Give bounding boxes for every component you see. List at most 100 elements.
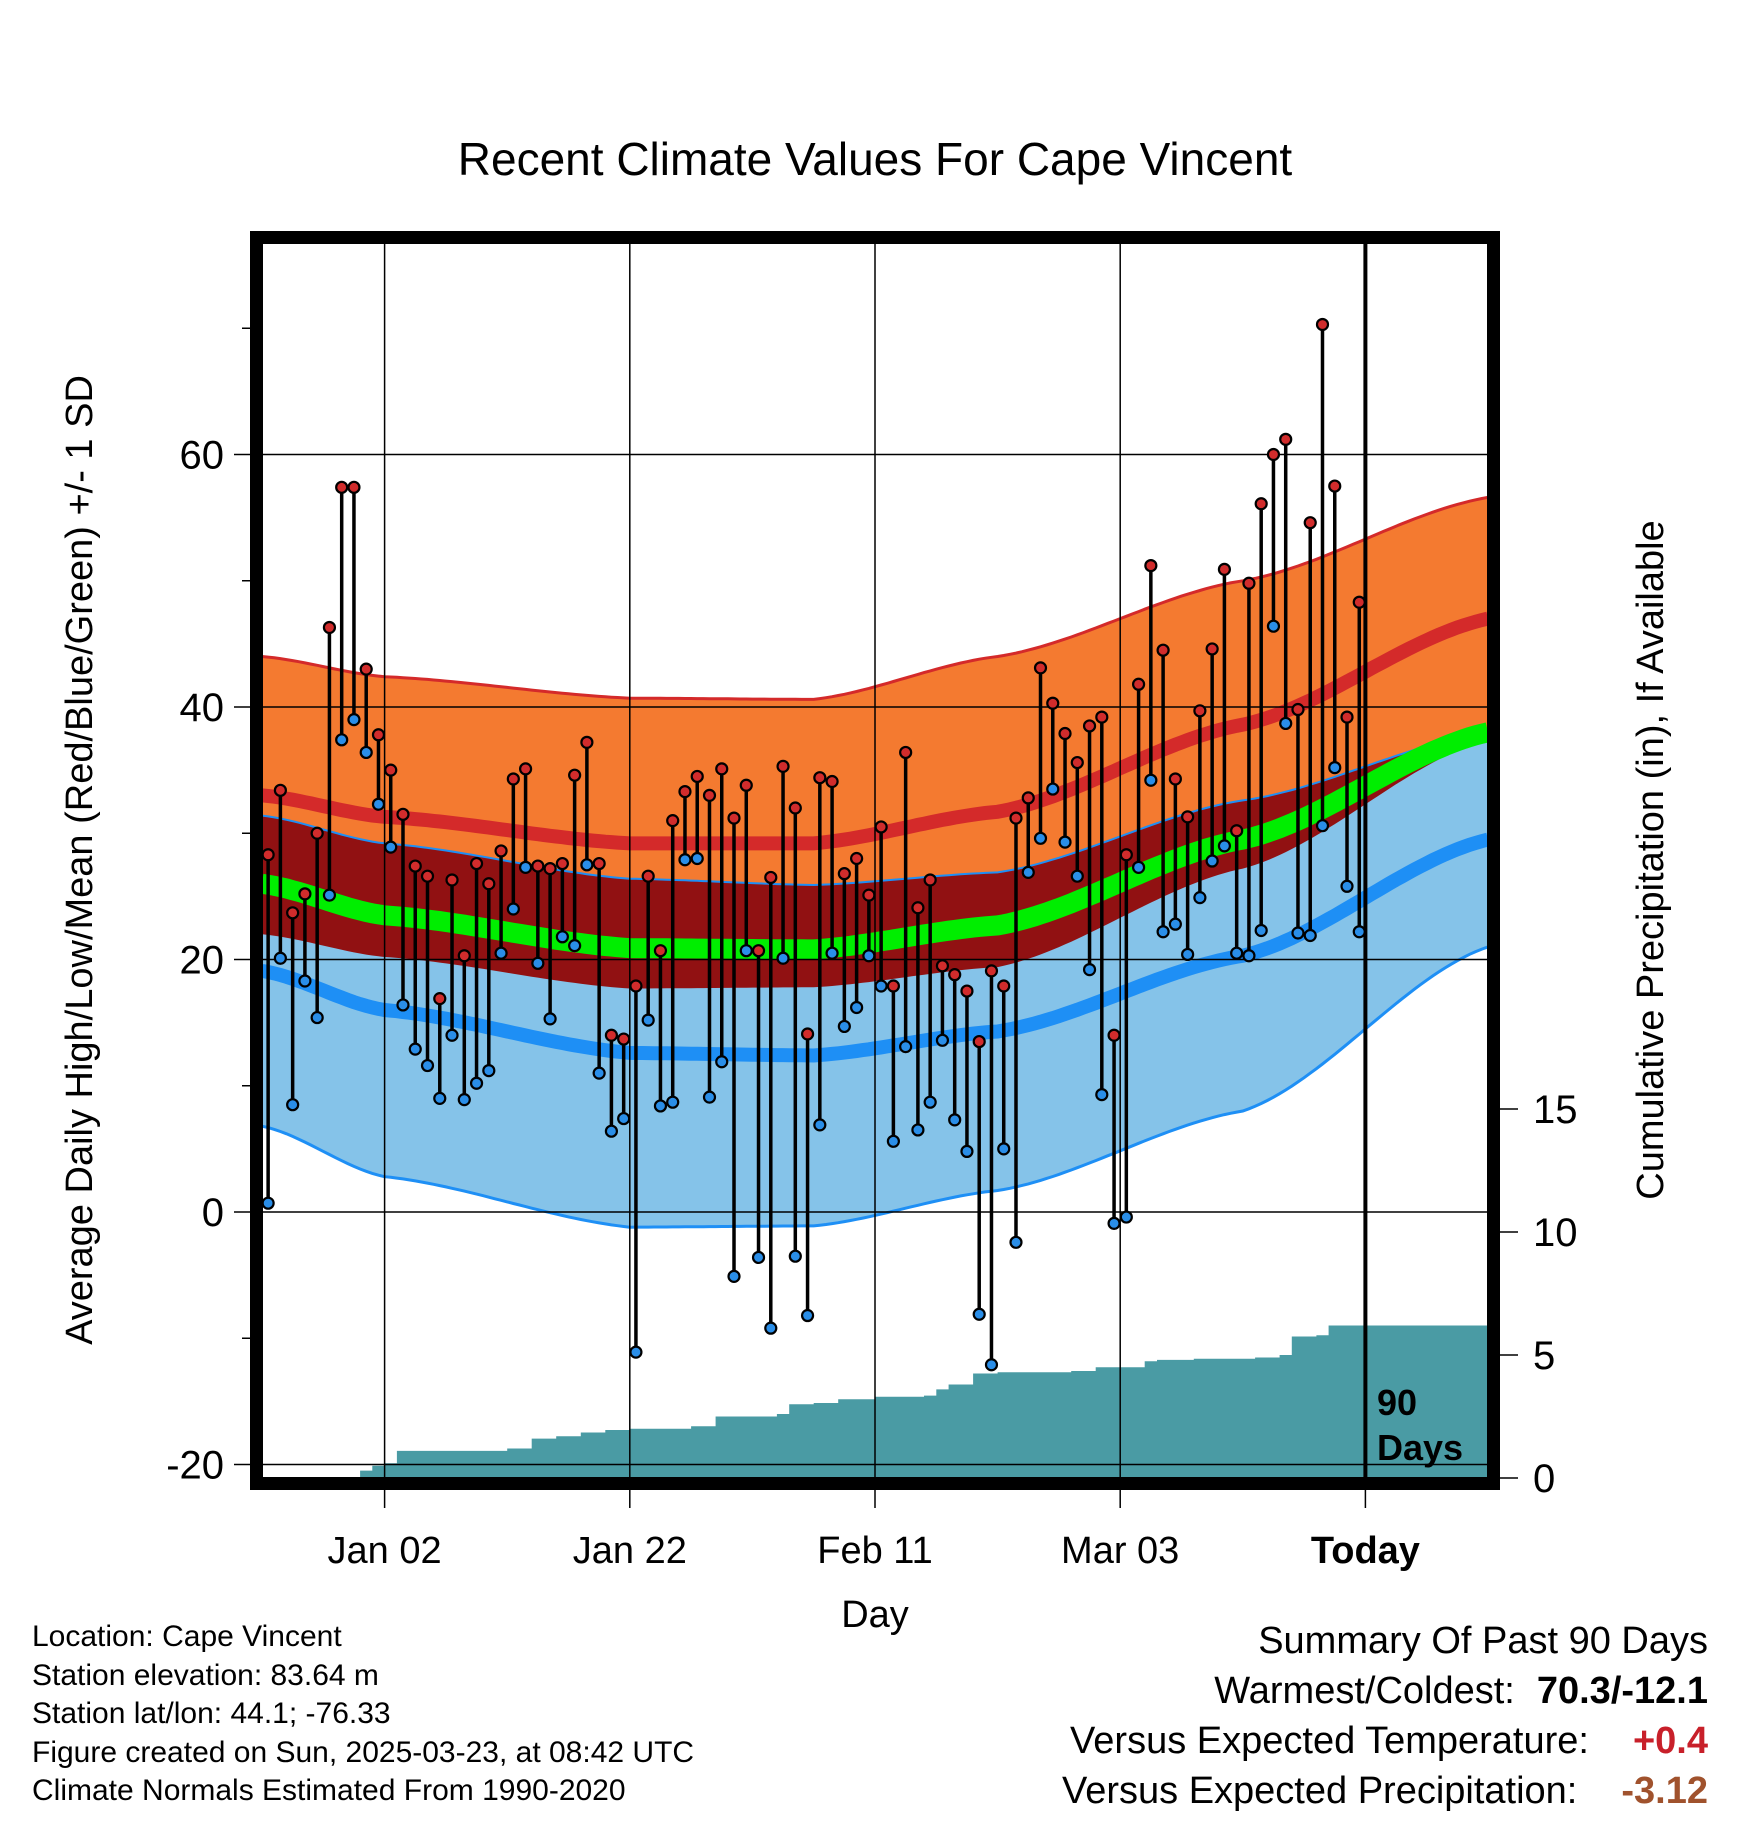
daily-low-point [923,1095,937,1109]
daily-low-point [874,979,888,993]
daily-high-point [531,859,545,873]
daily-high-point [1242,576,1256,590]
y-axis-label-left: Average Daily High/Low/Mean (Red/Blue/Gr… [59,375,101,1345]
precip-anomaly-label: Versus Expected Precipitation: [1061,1770,1578,1812]
daily-low-point [347,713,361,727]
daily-low-point [1082,962,1097,977]
daily-low-point [653,1099,668,1113]
daily-high-point [1217,562,1232,576]
daily-high-point [1230,824,1244,838]
daily-high-point [1168,772,1182,786]
daily-low-point [482,1063,496,1078]
chart-title: Recent Climate Values For Cape Vincent [458,133,1293,185]
daily-low-point [298,974,312,988]
daily-high-point [678,784,692,799]
daily-low-point [666,1095,680,1109]
daily-high-point [960,984,974,998]
daily-high-point [1156,643,1170,657]
daily-low-point [262,1196,275,1210]
daily-low-point [371,797,386,811]
daily-high-point [911,901,925,915]
daily-high-point [1107,1028,1121,1042]
daily-high-point [1095,710,1109,724]
daily-high-point [997,979,1011,993]
daily-low-point [825,946,839,960]
daily-low-point [555,930,569,944]
daily-high-point [751,944,766,958]
daily-high-point [1046,696,1060,710]
daily-low-point [715,1055,729,1069]
daily-high-point [518,762,533,776]
daily-high-point [433,992,447,1006]
daily-high-point [457,949,471,963]
y-tick-label-left: -20 [166,1444,224,1488]
daily-low-point [310,1010,324,1025]
precip-anomaly-value: -3.12 [1621,1770,1708,1812]
daily-high-point [641,869,655,883]
x-tick-label: Jan 22 [573,1530,687,1572]
daily-low-point [813,1118,827,1132]
daily-high-point [1021,791,1035,805]
daily-high-point [1033,661,1048,675]
daily-low-point [862,949,876,963]
daily-high-point [262,848,275,862]
daily-high-point [408,859,422,873]
temp-anomaly-label: Versus Expected Temperature: [1070,1720,1589,1762]
daily-low-point [469,1076,484,1090]
station-info: Location: Cape Vincent Station elevation… [32,1618,694,1811]
daily-high-point [800,1027,815,1041]
daily-low-point [335,733,349,747]
daily-low-point [433,1091,447,1105]
daily-low-point [592,1066,606,1080]
daily-high-point [1144,558,1158,573]
x-tick-label-today: Today [1311,1530,1420,1572]
daily-high-point [702,788,717,802]
daily-high-point [813,771,827,785]
daily-high-point [543,861,557,876]
daily-low-point [948,1113,962,1127]
daily-high-point [469,856,484,871]
daily-high-point [1315,317,1330,332]
daily-low-point [960,1144,974,1159]
daily-high-point [384,763,398,777]
daily-high-point [788,801,802,815]
summary-title: Summary Of Past 90 Days [1258,1620,1708,1662]
created-text: Figure created on Sun, 2025-03-23, at 08… [32,1735,695,1769]
daily-high-point [347,480,361,494]
daily-high-point [1266,447,1281,462]
daily-high-point [1070,755,1084,770]
warmest-coldest-value: 70.3/-12.1 [1536,1670,1708,1712]
daily-low-point [800,1308,815,1323]
daily-low-point [972,1307,986,1321]
daily-low-point [678,853,692,867]
daily-low-point [1279,716,1293,731]
y-tick-label-right: 0 [1533,1457,1555,1501]
daily-high-point [555,856,569,871]
daily-low-point [604,1124,619,1138]
daily-high-point [874,820,888,834]
daily-high-point [396,807,410,821]
daily-high-point [653,944,668,958]
daily-high-point [1279,432,1293,446]
daily-high-point [322,620,337,635]
daily-high-point [886,979,900,993]
daily-low-point [1352,925,1366,939]
daily-high-point [335,480,349,494]
daily-low-point [286,1098,300,1112]
daily-high-point [837,867,851,881]
daily-high-point [690,769,704,784]
daily-low-point [384,840,398,854]
warmest-coldest-label: Warmest/Coldest: [1214,1670,1515,1712]
daily-low-point [690,851,704,866]
daily-low-point [1009,1235,1023,1249]
daily-low-point [1033,831,1048,845]
daily-high-point [1058,726,1072,741]
daily-low-point [1107,1216,1121,1230]
daily-high-point [727,811,741,825]
daily-high-point [310,826,324,840]
y-axis-label-right: Cumulative Precipitation (in), If Availa… [1630,520,1672,1199]
daily-low-point [273,951,287,965]
daily-low-point [1119,1210,1133,1224]
daily-low-point [751,1250,766,1265]
daily-high-point [629,979,643,993]
